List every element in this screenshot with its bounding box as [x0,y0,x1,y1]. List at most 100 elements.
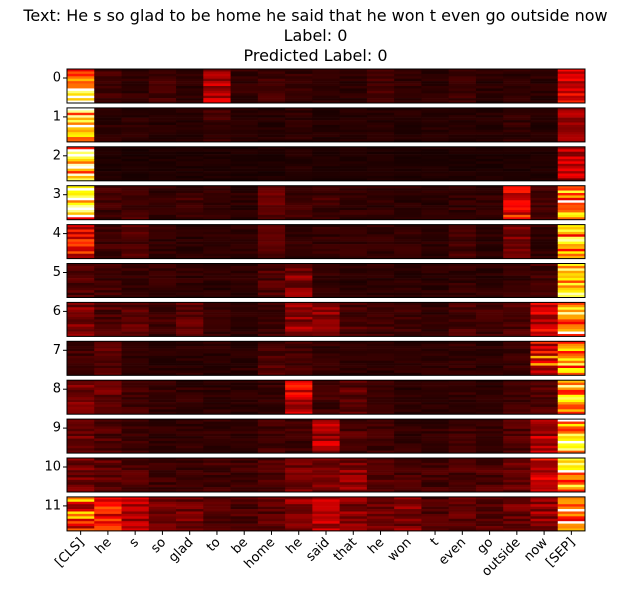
heatmap-cell [257,331,286,335]
heatmap-cell [394,467,422,471]
heatmap-cell [285,331,313,335]
heatmap-cell [475,496,504,500]
heatmap-cell [67,331,95,335]
heatmap-cell [448,200,477,203]
heatmap-cell [312,479,341,483]
heatmap-cell [257,504,286,507]
heatmap-cell [67,392,95,396]
heatmap-cell [285,185,313,189]
heatmap-cell [448,341,477,345]
heatmap-cell [94,188,122,191]
heatmap-cell [257,402,286,405]
heatmap-cell [530,465,559,469]
heatmap-cell [285,484,313,488]
heatmap-cell [121,117,150,121]
heatmap-cell [557,207,586,211]
heatmap-cell [394,470,422,473]
heatmap-cell [557,302,586,306]
heatmap-cell [366,380,395,383]
heatmap-cell [94,229,122,233]
heatmap-cell [530,149,559,152]
heatmap-cell [121,134,150,138]
heatmap-cell [448,107,477,111]
heatmap-cell [503,248,531,252]
heatmap-cell [203,154,231,157]
heatmap-cell [339,421,368,425]
heatmap-cell [176,402,204,405]
heatmap-cell [448,81,477,84]
heatmap-cell [121,487,150,490]
heatmap-cell [67,399,95,403]
heatmap-cell [257,399,286,403]
heatmap-cell [530,231,559,235]
heatmap-cell [94,380,122,383]
heatmap-cell [503,292,531,296]
heatmap-cell [557,465,586,469]
heatmap-cell [530,321,559,325]
heatmap-cell [394,129,422,133]
heatmap-cell [148,351,177,354]
heatmap-cell [366,462,395,466]
heatmap-cell [503,426,531,430]
heatmap-cell [448,380,477,383]
heatmap-cell [203,163,231,167]
heatmap-cell [230,392,259,396]
heatmap-cell [339,234,368,238]
heatmap-cell [121,477,150,481]
heatmap-cell [176,134,204,138]
heatmap-cell [121,479,150,483]
heatmap-cell [203,280,231,284]
heatmap-cell [394,100,422,104]
heatmap-cell [503,402,531,405]
heatmap-cell [257,389,286,393]
heatmap-cell [394,248,422,252]
heatmap-cell [257,475,286,478]
heatmap-cell [121,100,150,104]
heatmap-cell [530,409,559,413]
heatmap-cell [530,392,559,396]
heatmap-cell [230,295,259,298]
heatmap-cell [285,526,313,529]
heatmap-cell [557,88,586,92]
chart-title-label: Label: 0 [283,26,348,45]
heatmap-cell [530,290,559,293]
heatmap-cell [557,496,586,500]
heatmap-cell [121,239,150,242]
heatmap-cell [94,197,122,201]
heatmap-cell [203,351,231,354]
heatmap-cell [148,392,177,396]
heatmap-cell [257,214,286,218]
heatmap-cell [257,132,286,135]
heatmap-cell [67,98,95,101]
heatmap-cell [339,83,368,87]
heatmap-cell [230,462,259,466]
heatmap-cell [475,107,504,111]
heatmap-cell [503,244,531,247]
heatmap-cell [121,202,150,206]
heatmap-cell [285,509,313,512]
heatmap-cell [366,192,395,196]
heatmap-cell [176,399,204,403]
heatmap-cell [230,431,259,434]
heatmap-cell [285,256,313,259]
heatmap-cell [421,185,450,189]
heatmap-cell [475,76,504,80]
heatmap-cell [67,263,95,267]
heatmap-cell [67,475,95,478]
heatmap-cell [557,292,586,296]
heatmap-cell [339,458,368,461]
heatmap-cell [176,265,204,269]
heatmap-cell [176,168,204,172]
heatmap-cell [285,472,313,476]
heatmap-cell [475,231,504,235]
heatmap-cell [421,231,450,235]
heatmap-cell [503,278,531,281]
heatmap-cell [257,171,286,174]
heatmap-cell [421,161,450,165]
heatmap-cell [285,307,313,310]
heatmap-cell [230,404,259,408]
heatmap-cell [475,353,504,357]
heatmap-cell [94,78,122,82]
heatmap-cell [176,231,204,235]
heatmap-cell [121,190,150,194]
